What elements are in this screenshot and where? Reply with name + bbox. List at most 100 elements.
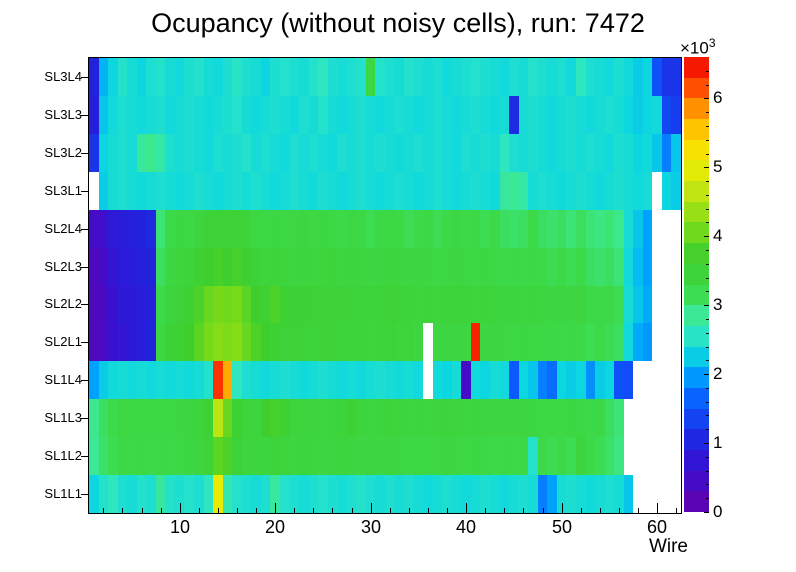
- heatmap-cell: [261, 286, 270, 323]
- heatmap-cell: [251, 437, 261, 475]
- heatmap-cell: [280, 323, 290, 361]
- heatmap-cell: [547, 210, 557, 248]
- heatmap-cell: [414, 437, 423, 475]
- heatmap-cell: [356, 361, 366, 399]
- heatmap-cell: [184, 437, 194, 475]
- heatmap-cell: [480, 96, 490, 134]
- heatmap-cell: [242, 172, 251, 210]
- heatmap-cell: [605, 286, 614, 323]
- colorbar-minor-tick: [706, 388, 709, 389]
- heatmap-cell: [442, 475, 452, 513]
- heatmap-cell: [184, 286, 194, 323]
- heatmap-cell: [509, 248, 519, 286]
- heatmap-cell: [127, 475, 137, 513]
- heatmap-cell: [490, 437, 500, 475]
- heatmap-cell: [118, 96, 127, 134]
- heatmap-cell: [347, 248, 356, 286]
- heatmap-cell: [576, 437, 586, 475]
- heatmap-cell: [89, 96, 99, 134]
- heatmap-cell: [89, 248, 99, 286]
- heatmap-cell: [490, 399, 500, 437]
- heatmap-cell: [414, 58, 423, 96]
- heatmap-cell: [108, 58, 118, 96]
- heatmap-cell: [156, 437, 165, 475]
- x-axis-minor-tick: [218, 508, 219, 513]
- heatmap-cell: [566, 399, 576, 437]
- heatmap-cell: [576, 134, 586, 172]
- heatmap-cell: [184, 58, 194, 96]
- heatmap-cell: [137, 399, 146, 437]
- heatmap-cell: [404, 96, 414, 134]
- heatmap-cell: [471, 96, 480, 134]
- heatmap-cell: [242, 248, 251, 286]
- heatmap-cell: [290, 323, 299, 361]
- heatmap-cell: [309, 248, 318, 286]
- heatmap-cell: [213, 475, 223, 513]
- heatmap-cell: [452, 286, 461, 323]
- heatmap-cell: [528, 172, 538, 210]
- heatmap-cell: [375, 96, 385, 134]
- heatmap-cell: [251, 172, 261, 210]
- heatmap-cell: [108, 475, 118, 513]
- heatmap-cell: [414, 323, 423, 361]
- heatmap-cell: [633, 172, 643, 210]
- heatmap-cell: [614, 248, 624, 286]
- x-axis-tick-label: 20: [264, 517, 286, 537]
- colorbar-band: [684, 471, 709, 491]
- colorbar-tick-label: 4: [713, 226, 723, 245]
- heatmap-cell: [414, 96, 423, 134]
- heatmap-cell: [194, 134, 204, 172]
- heatmap-cell: [547, 248, 557, 286]
- heatmap-cell: [328, 210, 337, 248]
- heatmap-cell: [328, 361, 337, 399]
- heatmap-cell: [519, 437, 528, 475]
- heatmap-cell: [528, 475, 538, 513]
- colorbar-minor-tick: [706, 457, 709, 458]
- heatmap-cell: [299, 58, 309, 96]
- y-axis-label: SL2L4: [44, 221, 82, 236]
- heatmap-cell: [299, 323, 309, 361]
- heatmap-cell: [299, 286, 309, 323]
- heatmap-cell: [318, 96, 328, 134]
- heatmap-cell: [184, 475, 194, 513]
- heatmap-cell: [118, 399, 127, 437]
- heatmap-cell: [605, 58, 614, 96]
- heatmap-cell: [337, 323, 347, 361]
- heatmap-cell: [318, 437, 328, 475]
- y-axis-label: SL2L1: [44, 334, 82, 349]
- y-axis-label: SL1L2: [44, 448, 82, 463]
- heatmap-cell: [433, 96, 442, 134]
- heatmap-cell: [624, 172, 633, 210]
- heatmap-cell: [366, 437, 375, 475]
- heatmap-cell: [165, 96, 175, 134]
- heatmap-cell: [318, 361, 328, 399]
- heatmap-cell: [280, 58, 290, 96]
- heatmap-cell: [175, 96, 184, 134]
- heatmap-cell: [433, 437, 442, 475]
- heatmap-cell: [184, 323, 194, 361]
- heatmap-cell: [490, 210, 500, 248]
- heatmap-cell: [270, 248, 280, 286]
- heatmap-cell: [328, 58, 337, 96]
- heatmap-cell: [108, 248, 118, 286]
- heatmap-cell: [213, 172, 223, 210]
- heatmap-cell: [576, 210, 586, 248]
- heatmap-cell: [318, 475, 328, 513]
- heatmap-cell: [318, 58, 328, 96]
- heatmap-cell: [442, 96, 452, 134]
- heatmap-cell: [490, 323, 500, 361]
- colorbar-minor-tick: [706, 347, 709, 348]
- heatmap-cell: [213, 210, 223, 248]
- heatmap-cell: [127, 361, 137, 399]
- heatmap-cell: [509, 437, 519, 475]
- heatmap-cell: [576, 286, 586, 323]
- x-axis-minor-tick: [332, 508, 333, 513]
- heatmap-cell: [184, 399, 194, 437]
- heatmap-cell: [404, 361, 414, 399]
- heatmap-cell: [223, 248, 232, 286]
- heatmap-cell: [595, 475, 605, 513]
- colorbar-band: [684, 285, 709, 305]
- heatmap-cell: [242, 134, 251, 172]
- heatmap-cell: [175, 172, 184, 210]
- heatmap-cell: [395, 437, 404, 475]
